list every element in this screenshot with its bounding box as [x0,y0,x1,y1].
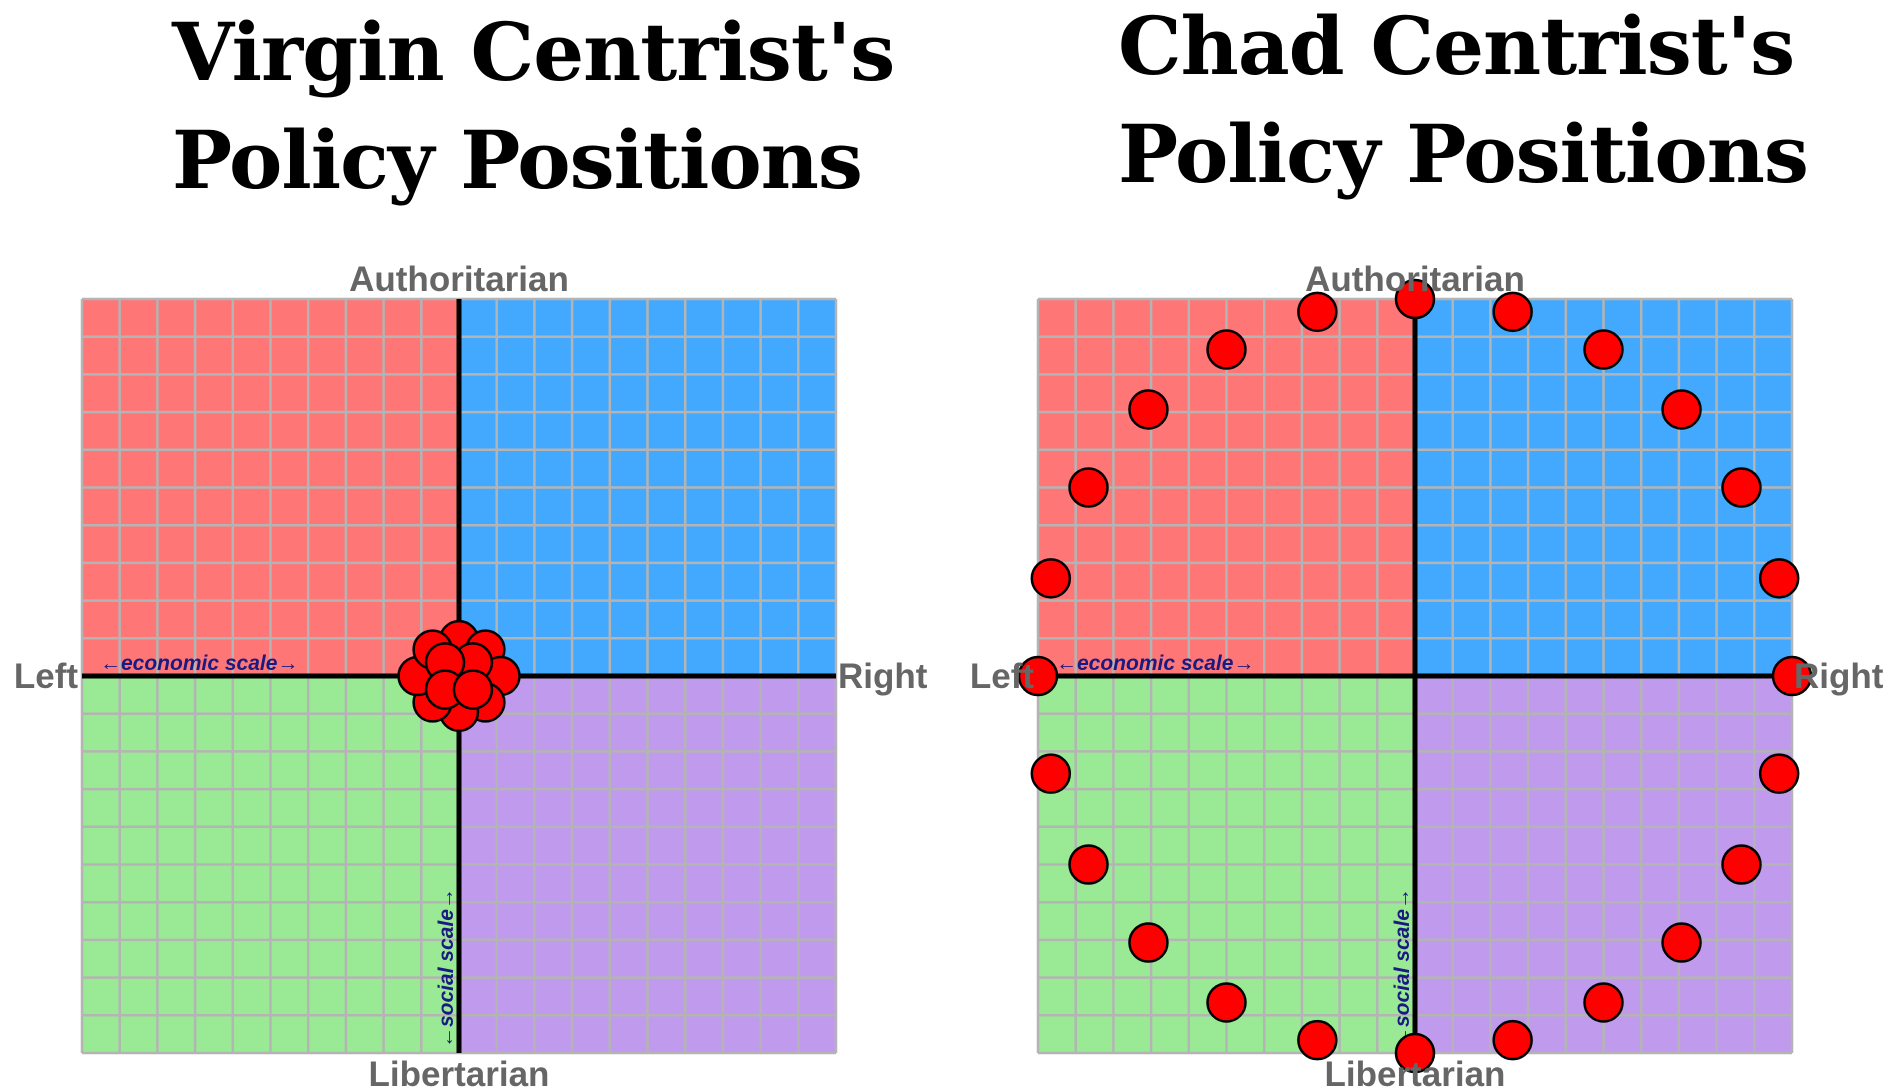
data-point [1297,291,1338,333]
data-point [1068,467,1109,508]
title-line-2: Policy Positions [172,113,863,207]
data-point [1758,753,1800,794]
economic-scale-label: ←economic scale→ [1056,652,1254,675]
label-right: Right [838,657,928,696]
social-scale-label: ←social scale→ [435,888,458,1048]
data-point [1583,329,1624,370]
chart-chad-centrist: ←economic scale→ ←social scale→ Authoritar… [970,260,1884,1092]
chart-title-chad: Chad Centrist's Policy Positions [1118,0,1809,208]
title-line-2: Policy Positions [1118,107,1809,201]
chart-virgin-centrist: ←economic scale→ ←social scale→ Authoritar… [14,260,928,1092]
data-point [1492,291,1533,333]
label-right: Right [1794,657,1884,696]
data-point [1771,655,1813,697]
data-point [1206,329,1247,370]
data-point [1661,922,1702,963]
data-point [1017,655,1059,697]
label-left: Left [14,657,79,696]
data-point [1721,844,1762,885]
data-point [1661,389,1702,430]
social-scale-label: ←social scale→ [1391,888,1414,1048]
data-point [1721,467,1762,508]
data-point [1030,753,1072,794]
economic-scale-label: ←economic scale→ [100,652,298,675]
data-point [1068,844,1109,885]
data-point [1394,1032,1436,1074]
data-point [1297,1019,1338,1061]
label-authoritarian: Authoritarian [349,260,569,299]
label-libertarian: Libertarian [1325,1055,1506,1092]
data-point [1128,389,1169,430]
data-point [1583,982,1624,1023]
data-point [1206,982,1247,1023]
data-point [1492,1019,1533,1061]
label-libertarian: Libertarian [369,1055,550,1092]
label-left: Left [970,657,1035,696]
data-point [1030,558,1072,599]
data-point [452,669,494,710]
data-point [1394,278,1436,320]
label-authoritarian: Authoritarian [1305,260,1525,299]
data-point [1758,558,1800,599]
title-line-1: Chad Centrist's [1118,0,1795,93]
data-point [1128,922,1169,963]
